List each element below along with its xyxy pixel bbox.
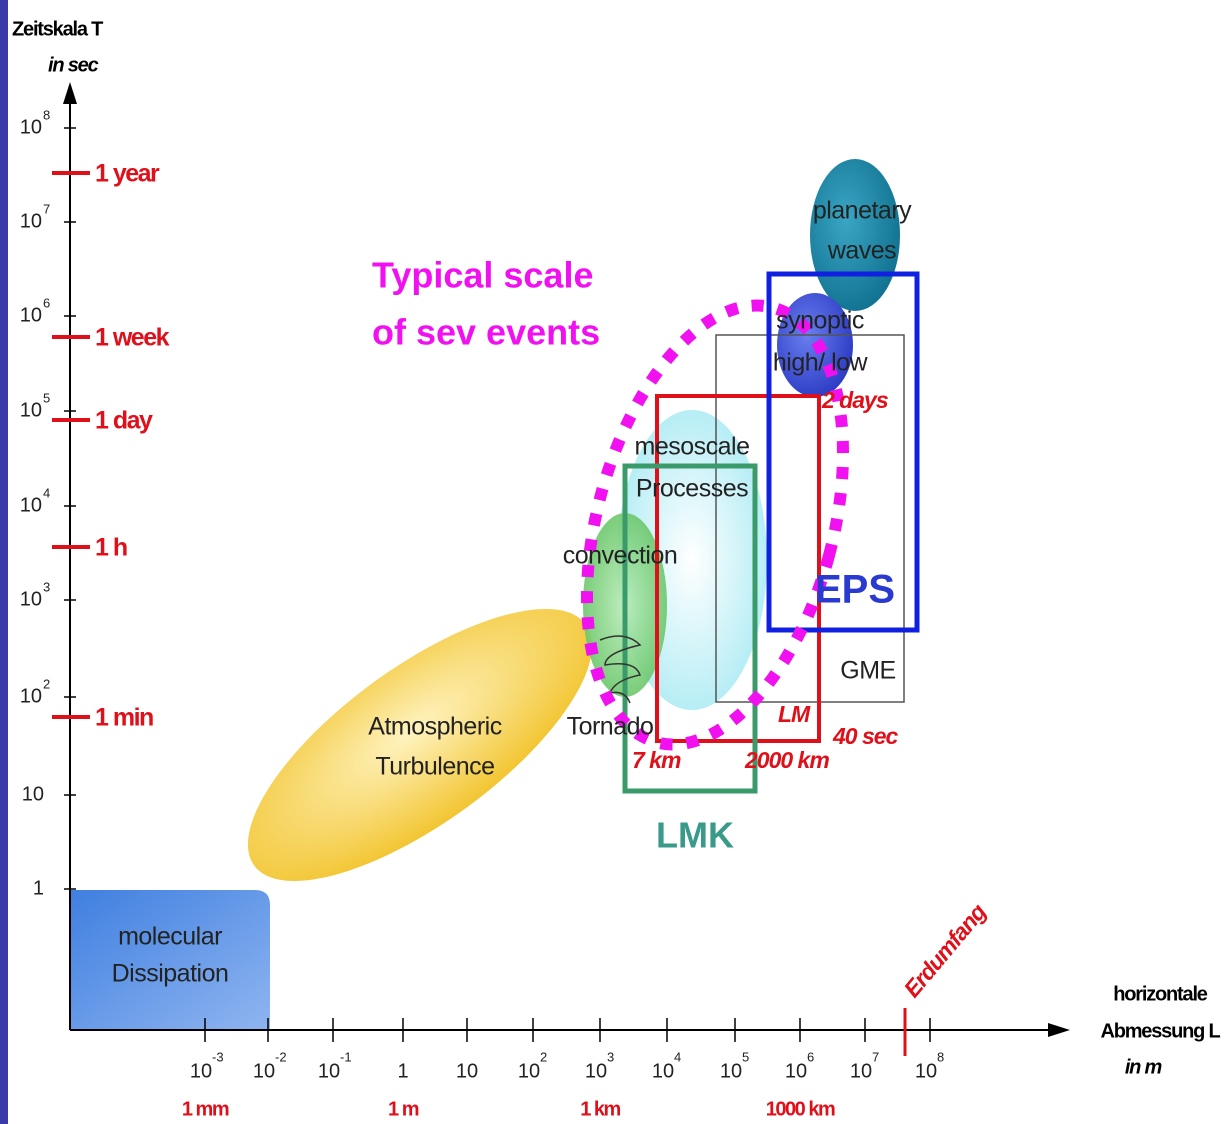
x-tick-exp: 2 xyxy=(540,1049,547,1064)
x-tick-exp: 3 xyxy=(607,1049,614,1064)
planetary-region xyxy=(810,159,900,311)
y-axis-unit: in sec xyxy=(48,54,99,76)
annotation: 40 sec xyxy=(832,723,899,749)
x-tick-exp: 6 xyxy=(807,1049,814,1064)
y-tick-label: 10 xyxy=(20,494,42,516)
severe-events-label: Typical scale xyxy=(372,255,593,296)
region-label: Dissipation xyxy=(112,960,229,988)
turbulence-region xyxy=(208,561,631,928)
annotation: 2 days xyxy=(821,387,888,413)
x-tick-exp: 8 xyxy=(937,1049,944,1064)
y-tick-exp: 4 xyxy=(43,485,50,500)
y-tick-exp: 6 xyxy=(43,295,50,310)
x-tick-exp: 7 xyxy=(872,1049,879,1064)
time-label: 1 h xyxy=(95,534,127,562)
y-tick-exp: 2 xyxy=(43,676,50,691)
y-axis-title: Zeitskala T xyxy=(12,18,103,40)
left-border xyxy=(0,0,8,1124)
length-label: 1 m xyxy=(388,1098,419,1120)
annotation: 7 km xyxy=(632,747,681,773)
region-label: mesoscale xyxy=(635,433,750,461)
region-label: Processes xyxy=(636,475,748,503)
y-tick-exp: 7 xyxy=(43,201,50,216)
region-label: convection xyxy=(563,542,678,570)
y-tick-exp: 8 xyxy=(43,107,50,122)
y-tick-label: 10 xyxy=(20,399,42,421)
region-label: molecular xyxy=(118,923,222,951)
x-tick-exp: -3 xyxy=(212,1049,224,1064)
severe-events-label: of sev events xyxy=(372,312,600,353)
y-tick-label: 10 xyxy=(20,210,42,232)
x-axis-title: horizontale xyxy=(1113,983,1208,1005)
lmk-label: LMK xyxy=(656,815,734,856)
region-label: high/ low xyxy=(773,349,869,377)
x-tick-label: 10 xyxy=(720,1060,742,1082)
y-arrow xyxy=(63,82,77,104)
time-label: 1 min xyxy=(95,704,153,732)
x-tick-exp: 5 xyxy=(742,1049,749,1064)
length-label: 1 mm xyxy=(182,1098,229,1120)
x-tick-label: 10 xyxy=(915,1060,937,1082)
diagram: 1081071061051041031021011 year1 week1 da… xyxy=(0,0,1227,1124)
x-axis-unit: in m xyxy=(1125,1056,1162,1078)
time-label: 1 week xyxy=(95,324,170,352)
region-label: synoptic xyxy=(776,307,864,335)
x-axis-title: Abmessung L xyxy=(1100,1020,1220,1042)
eps-label: EPS xyxy=(815,568,895,612)
region-label: waves xyxy=(827,237,896,265)
length-label: 1000 km xyxy=(766,1098,835,1120)
x-tick-label: 10 xyxy=(518,1060,540,1082)
x-tick-exp: -1 xyxy=(340,1049,352,1064)
annotation: 2000 km xyxy=(744,747,829,773)
y-tick-label: 10 xyxy=(20,304,42,326)
lm-label: LM xyxy=(778,701,811,727)
region-label: Turbulence xyxy=(375,753,494,781)
y-tick-exp: 5 xyxy=(43,390,50,405)
x-tick-label: 1 xyxy=(397,1060,408,1082)
x-tick-label: 10 xyxy=(318,1060,340,1082)
region-label: Tornado xyxy=(567,713,654,741)
region-label: GME xyxy=(840,657,895,685)
x-tick-label: 10 xyxy=(785,1060,807,1082)
x-tick-label: 10 xyxy=(850,1060,872,1082)
time-label: 1 day xyxy=(95,407,153,435)
y-tick-label: 10 xyxy=(20,685,42,707)
y-tick-label: 10 xyxy=(20,588,42,610)
region-label: planetary xyxy=(813,197,912,225)
y-tick-label: 1 xyxy=(33,877,44,899)
length-label: 1 km xyxy=(580,1098,620,1120)
region-label: Atmospheric xyxy=(368,713,501,741)
time-label: 1 year xyxy=(95,160,160,188)
y-tick-label: 10 xyxy=(20,116,42,138)
x-tick-label: 10 xyxy=(585,1060,607,1082)
x-tick-exp: 4 xyxy=(674,1049,681,1064)
x-tick-label: 10 xyxy=(190,1060,212,1082)
y-tick-label: 10 xyxy=(22,783,44,805)
x-tick-label: 10 xyxy=(652,1060,674,1082)
x-arrow xyxy=(1048,1023,1070,1037)
x-tick-label: 10 xyxy=(253,1060,275,1082)
erdumfang-label: Erdumfang xyxy=(899,899,992,1003)
x-tick-label: 10 xyxy=(456,1060,478,1082)
x-tick-exp: -2 xyxy=(275,1049,287,1064)
y-tick-exp: 3 xyxy=(43,579,50,594)
